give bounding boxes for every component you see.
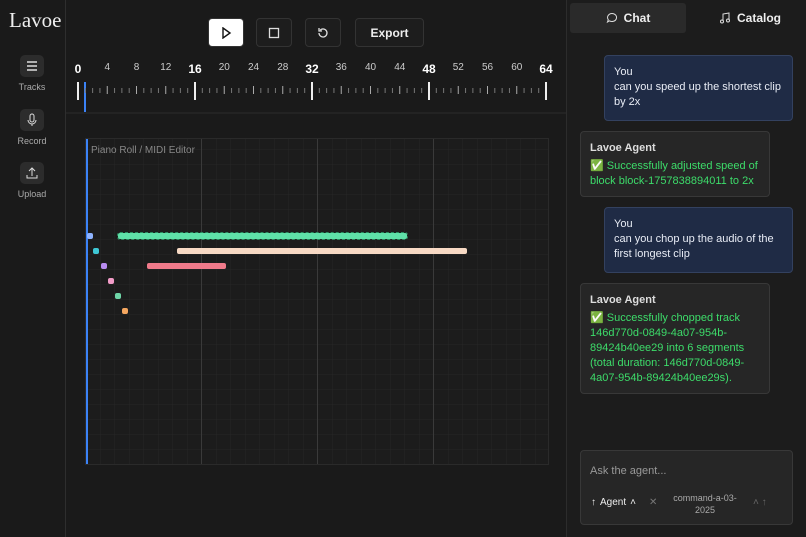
ruler-label: 44 bbox=[394, 62, 406, 73]
sidebar: Lavoe Tracks Record Upload bbox=[0, 0, 66, 537]
input-placeholder: Ask the agent... bbox=[590, 465, 667, 477]
reset-button[interactable] bbox=[305, 18, 341, 47]
ruler-label: 48 bbox=[422, 62, 436, 76]
note bbox=[122, 308, 128, 314]
ruler-label: 36 bbox=[335, 62, 347, 73]
ruler-label: 60 bbox=[511, 62, 523, 73]
piano-roll-title: Piano Roll / MIDI Editor bbox=[91, 145, 195, 156]
note bbox=[117, 232, 408, 240]
tracks-label: Tracks bbox=[18, 82, 46, 92]
play-button[interactable] bbox=[208, 18, 244, 47]
message-text: ✅ Successfully adjusted speed of block b… bbox=[590, 160, 758, 187]
ruler-label: 16 bbox=[188, 62, 202, 76]
playhead bbox=[86, 139, 88, 464]
sender: Lavoe Agent bbox=[590, 294, 656, 306]
ruler-label: 4 bbox=[104, 62, 111, 73]
user-message: You can you speed up the shortest clip by… bbox=[604, 55, 793, 121]
message-text: can you chop up the audio of the first l… bbox=[614, 233, 774, 260]
agent-message: Lavoe Agent ✅ Successfully chopped track … bbox=[580, 283, 770, 394]
sender: You bbox=[614, 218, 633, 230]
ruler-label: 52 bbox=[452, 62, 464, 73]
ruler-label: 8 bbox=[133, 62, 140, 73]
note bbox=[87, 233, 93, 239]
chat-input[interactable]: Ask the agent... ↑ Agent ˄ ✕ command-a-0… bbox=[580, 450, 793, 525]
note bbox=[177, 248, 467, 254]
chat-tab[interactable]: Chat bbox=[570, 3, 686, 33]
mode-selector[interactable]: ↑ Agent ˄ bbox=[591, 497, 636, 508]
user-message: You can you chop up the audio of the firs… bbox=[604, 207, 793, 273]
piano-roll: Piano Roll / MIDI Editor bbox=[85, 138, 549, 465]
note bbox=[147, 263, 226, 269]
ruler-label: 12 bbox=[160, 62, 172, 73]
ruler-label: 20 bbox=[218, 62, 230, 73]
upload-label: Upload bbox=[17, 189, 47, 199]
record-label: Record bbox=[17, 136, 47, 146]
note bbox=[108, 278, 114, 284]
tab-label: Chat bbox=[623, 11, 651, 25]
ruler-label: 64 bbox=[539, 62, 553, 76]
export-button[interactable]: Export bbox=[355, 18, 424, 47]
tools-icon[interactable]: ✕ bbox=[649, 497, 658, 508]
note bbox=[101, 263, 107, 269]
note bbox=[93, 248, 99, 254]
agent-message: Lavoe Agent ✅ Successfully adjusted speed… bbox=[580, 131, 770, 197]
record-button[interactable] bbox=[20, 109, 44, 131]
model-label[interactable]: command-a-03-2025 bbox=[673, 493, 737, 515]
message-text: can you speed up the shortest clip by 2x bbox=[614, 81, 781, 108]
ruler-ticks bbox=[66, 82, 566, 114]
ruler-label: 40 bbox=[364, 62, 377, 73]
logo: Lavoe bbox=[9, 8, 62, 32]
sender: Lavoe Agent bbox=[590, 142, 656, 154]
sender: You bbox=[614, 66, 633, 78]
ruler-label: 56 bbox=[481, 62, 494, 73]
message-text: ✅ Successfully chopped track 146d770d-08… bbox=[590, 312, 745, 384]
send-button[interactable]: ˄ ↑ bbox=[753, 497, 767, 508]
ruler-label: 0 bbox=[74, 62, 82, 76]
upload-button[interactable] bbox=[20, 162, 44, 184]
tracks-button[interactable] bbox=[20, 55, 44, 77]
tab-label: Catalog bbox=[736, 11, 781, 25]
ruler-label: 24 bbox=[247, 62, 260, 73]
catalog-tab[interactable]: Catalog bbox=[700, 3, 800, 33]
ruler-label: 32 bbox=[305, 62, 319, 76]
note bbox=[115, 293, 121, 299]
ruler-label: 28 bbox=[277, 62, 289, 73]
stop-button[interactable] bbox=[256, 18, 292, 47]
mode-label: Agent bbox=[600, 497, 627, 508]
